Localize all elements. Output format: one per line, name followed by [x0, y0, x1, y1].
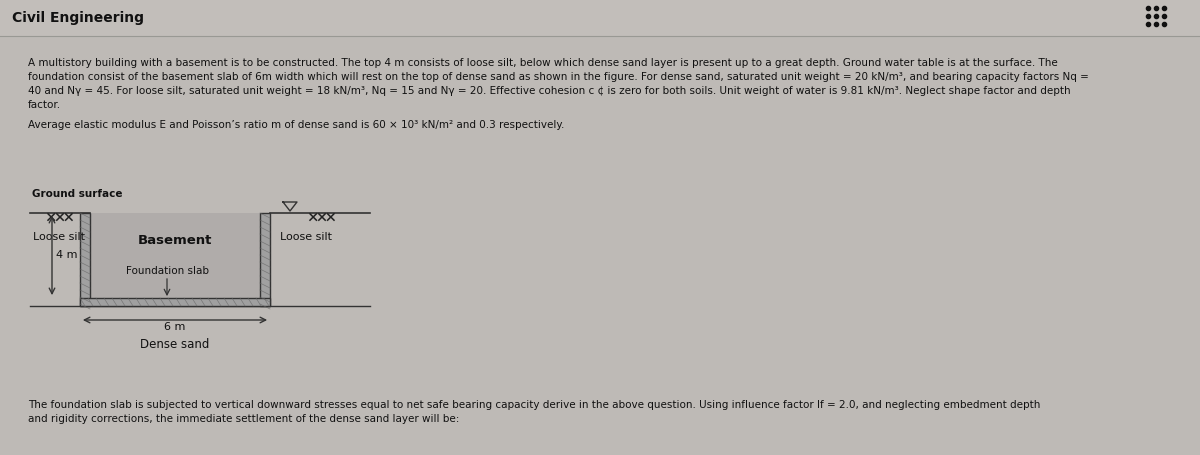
Text: Foundation slab: Foundation slab	[126, 266, 209, 276]
Text: factor.: factor.	[28, 100, 61, 110]
Bar	[260, 213, 270, 306]
Bar	[80, 298, 270, 306]
Text: Loose silt: Loose silt	[34, 232, 85, 242]
Text: Civil Engineering: Civil Engineering	[12, 11, 144, 25]
Text: 6 m: 6 m	[164, 322, 186, 332]
Text: and rigidity corrections, the immediate settlement of the dense sand layer will : and rigidity corrections, the immediate …	[28, 414, 460, 424]
Text: Loose silt: Loose silt	[280, 232, 332, 242]
Text: A multistory building with a basement is to be constructed. The top 4 m consists: A multistory building with a basement is…	[28, 58, 1057, 68]
Text: Dense sand: Dense sand	[140, 338, 210, 351]
Text: foundation consist of the basement slab of 6m width which will rest on the top o: foundation consist of the basement slab …	[28, 72, 1088, 82]
Text: Basement: Basement	[138, 234, 212, 247]
Bar	[80, 213, 90, 306]
Bar	[0, 0, 1200, 36]
Text: 40 and Nγ = 45. For loose silt, saturated unit weight = 18 kN/m³, Nq = 15 and Nγ: 40 and Nγ = 45. For loose silt, saturate…	[28, 86, 1070, 96]
Text: Ground surface: Ground surface	[32, 189, 122, 199]
Text: Average elastic modulus E and Poisson’s ratio m of dense sand is 60 × 10³ kN/m² : Average elastic modulus E and Poisson’s …	[28, 120, 564, 130]
Text: The foundation slab is subjected to vertical downward stresses equal to net safe: The foundation slab is subjected to vert…	[28, 400, 1040, 410]
Text: 4 m: 4 m	[56, 251, 78, 261]
Bar	[90, 213, 260, 298]
